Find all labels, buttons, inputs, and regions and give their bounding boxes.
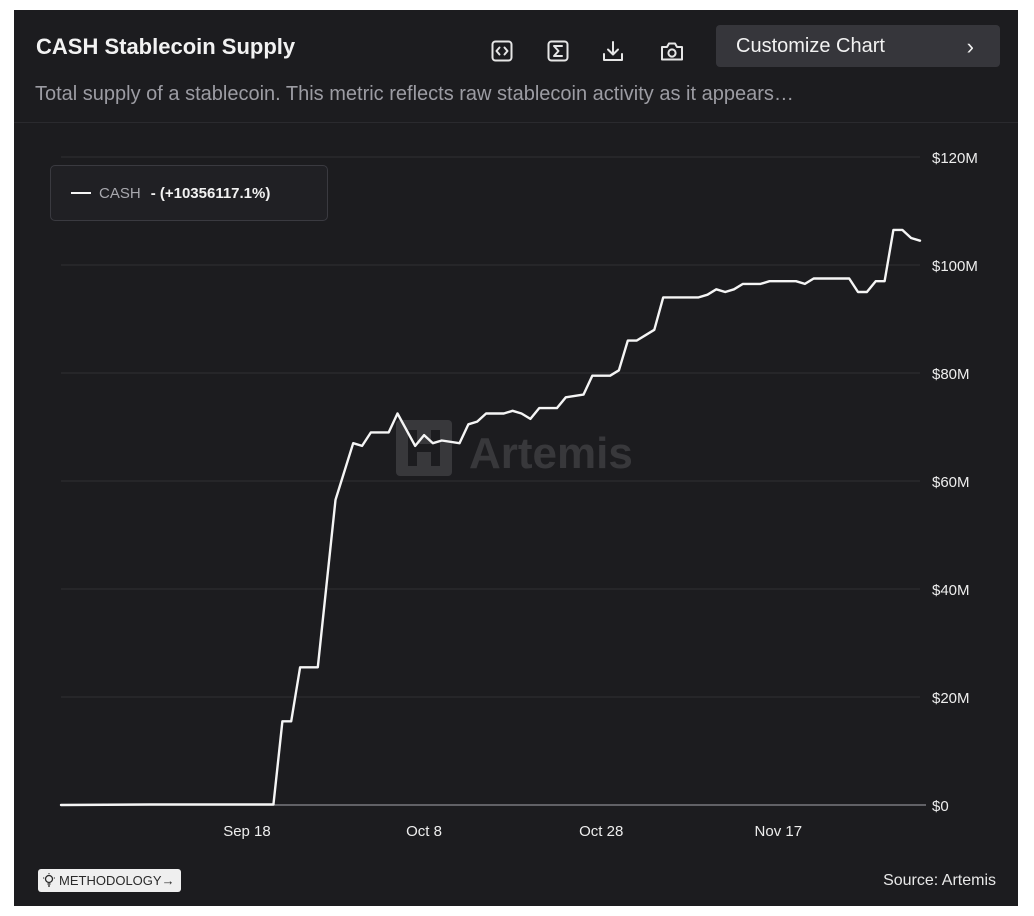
watermark-text: Artemis (469, 429, 633, 478)
x-tick-label: Sep 18 (223, 823, 271, 840)
chart-header: CASH Stablecoin Supply (14, 10, 1018, 123)
y-tick-label: $80M (932, 366, 970, 383)
source-label: Source: Artemis (883, 872, 996, 889)
legend[interactable]: CASH - (+10356117.1%) (50, 165, 328, 221)
legend-change: - (+10356117.1%) (150, 184, 271, 202)
y-tick-label: $20M (932, 690, 970, 707)
chevron-right-icon: › (966, 34, 974, 59)
lightbulb-icon (43, 873, 55, 887)
chart-card: CASH Stablecoin Supply (14, 10, 1018, 906)
y-tick-label: $120M (932, 150, 978, 167)
methodology-label: METHODOLOGY→ (59, 873, 175, 888)
methodology-button[interactable]: METHODOLOGY→ (38, 869, 181, 892)
embed-icon[interactable] (487, 36, 517, 66)
x-tick-label: Oct 8 (406, 823, 442, 840)
line-chart: Artemis $0 $20M $40M $60M $80M $100M $120M Sep … (59, 150, 978, 840)
customize-chart-label: Customize Chart (736, 34, 885, 57)
watermark: Artemis (396, 420, 633, 478)
camera-icon[interactable] (657, 36, 687, 66)
y-tick-label: $100M (932, 258, 978, 275)
customize-chart-button[interactable]: Customize Chart › (716, 25, 1000, 67)
legend-series-name: CASH (99, 184, 141, 202)
download-icon[interactable] (598, 36, 628, 66)
y-tick-label: $0 (932, 798, 949, 815)
x-tick-label: Nov 17 (755, 823, 803, 840)
y-tick-label: $60M (932, 474, 970, 491)
legend-swatch (71, 192, 91, 194)
series-line-cash[interactable] (59, 228, 922, 807)
grid-lines (61, 156, 920, 698)
y-tick-label: $40M (932, 582, 970, 599)
sigma-icon[interactable] (543, 36, 573, 66)
series-layer (59, 228, 922, 807)
tick-labels: $0 $20M $40M $60M $80M $100M $120M Sep 18 Oct 8 O… (223, 150, 978, 840)
x-tick-label: Oct 28 (579, 823, 623, 840)
chart-title: CASH Stablecoin Supply (36, 34, 296, 59)
